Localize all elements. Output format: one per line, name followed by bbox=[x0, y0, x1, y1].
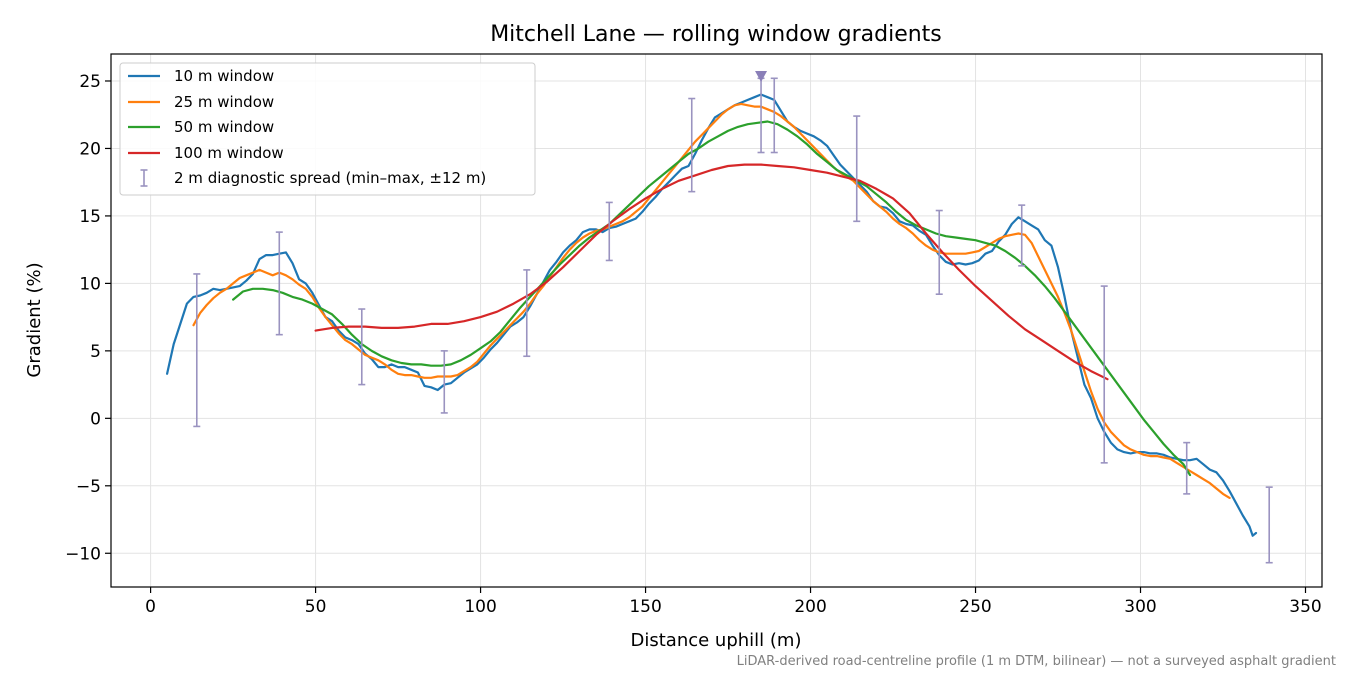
diagnostic-errorbar bbox=[770, 77, 778, 154]
legend-label-diagnostic: 2 m diagnostic spread (min–max, ±12 m) bbox=[174, 169, 486, 187]
diagnostic-errorbar bbox=[275, 231, 283, 336]
x-tick-label: 150 bbox=[629, 597, 661, 617]
peak-marker-triangle bbox=[755, 70, 768, 82]
series-line-3 bbox=[232, 120, 1192, 477]
x-tick-label: 50 bbox=[305, 597, 327, 617]
legend-label-2: 25 m window bbox=[174, 93, 274, 111]
x-tick-label: 0 bbox=[145, 597, 156, 617]
plot-frame bbox=[110, 53, 1323, 588]
diagnostic-errorbar bbox=[1100, 285, 1108, 464]
legend-label-4: 100 m window bbox=[174, 144, 284, 162]
y-tick-label: 15 bbox=[79, 207, 101, 227]
y-tick-label: −5 bbox=[76, 477, 101, 497]
footnote: LiDAR-derived road-centreline profile (1… bbox=[737, 654, 1336, 669]
peak-marker-layer bbox=[755, 70, 768, 82]
diagnostic-errorbar bbox=[1265, 486, 1273, 564]
x-tick-label: 350 bbox=[1289, 597, 1321, 617]
diagnostic-errorbar bbox=[358, 308, 366, 386]
diagnostic-errorbar bbox=[688, 97, 696, 193]
series-line-4 bbox=[314, 163, 1109, 381]
y-tick-label: 5 bbox=[90, 342, 101, 362]
diagnostic-errorbar bbox=[1018, 204, 1026, 267]
diagnostic-errorbar bbox=[605, 201, 613, 262]
x-tick-label: 200 bbox=[794, 597, 826, 617]
y-tick-label: −10 bbox=[65, 544, 101, 564]
legend: 10 m window 25 m window 50 m window 100 m w… bbox=[119, 62, 536, 196]
x-tick-label: 100 bbox=[464, 597, 496, 617]
y-tick-label: 25 bbox=[79, 72, 101, 92]
diagnostic-errorbar bbox=[523, 269, 531, 358]
y-tick-label: 0 bbox=[90, 409, 101, 429]
diagnostic-errorbar bbox=[935, 209, 943, 295]
x-axis: 0 50 100 150 200 250 300 350 bbox=[145, 587, 1322, 617]
diagnostic-errorbar bbox=[440, 350, 448, 414]
diagnostic-errorbar bbox=[193, 273, 201, 428]
legend-label-1: 10 m window bbox=[174, 67, 274, 85]
diagnostic-errorbar bbox=[1183, 441, 1191, 495]
x-axis-label: Distance uphill (m) bbox=[631, 630, 802, 651]
chart-title: Mitchell Lane — rolling window gradients bbox=[490, 22, 942, 47]
y-tick-label: 10 bbox=[79, 274, 101, 294]
y-axis-label: Gradient (%) bbox=[24, 262, 45, 377]
legend-label-3: 50 m window bbox=[174, 118, 274, 136]
diagnostic-spread-layer bbox=[193, 77, 1273, 564]
y-tick-label: 20 bbox=[79, 139, 101, 159]
x-tick-label: 250 bbox=[959, 597, 991, 617]
legend-box bbox=[119, 62, 536, 196]
series-layer bbox=[166, 93, 1258, 537]
diagnostic-errorbar bbox=[853, 115, 861, 223]
x-tick-label: 300 bbox=[1124, 597, 1156, 617]
y-axis: −10 −5 0 5 10 15 20 25 bbox=[65, 72, 111, 564]
legend-swatch-diagnostic bbox=[140, 169, 148, 187]
series-line-2 bbox=[192, 102, 1231, 499]
series-line-1 bbox=[166, 93, 1258, 537]
